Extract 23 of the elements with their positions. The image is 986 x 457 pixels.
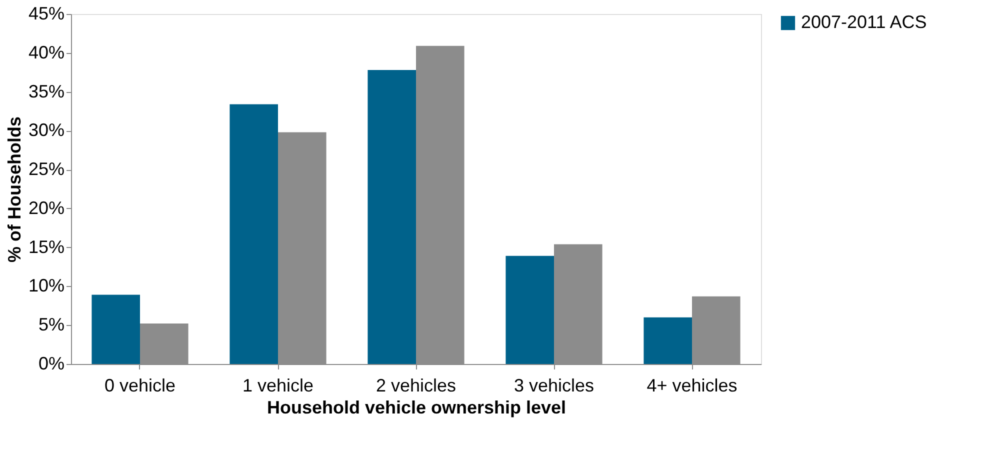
- bar: [92, 294, 140, 364]
- x-tick-label: 1 vehicle: [242, 376, 314, 396]
- legend-label: 2007-2011 ACS: [801, 12, 927, 32]
- x-tick-label: 3 vehicles: [514, 376, 594, 396]
- y-tick-label: 35%: [28, 81, 64, 102]
- y-tick-label: 0%: [38, 354, 64, 374]
- y-tick-label: 40%: [28, 42, 64, 62]
- y-tick-label: 30%: [28, 120, 64, 140]
- y-tick-label: 5%: [38, 314, 64, 335]
- y-tick-label: 10%: [28, 276, 64, 296]
- bar: [230, 104, 278, 364]
- y-tick-label: 45%: [28, 4, 64, 24]
- y-tick-label: 25%: [28, 159, 64, 180]
- x-tick-label: 0 vehicle: [104, 376, 176, 396]
- y-tick-label: 20%: [28, 198, 64, 218]
- y-tick-label: 15%: [28, 236, 64, 257]
- x-tick-label: 4+ vehicles: [646, 376, 738, 396]
- x-axis-title: Household vehicle ownership level: [266, 398, 566, 418]
- bar: [644, 317, 692, 364]
- bar: [506, 256, 554, 364]
- bar: [368, 70, 416, 364]
- y-axis-title: % of Households: [4, 116, 24, 263]
- x-tick-label: 2 vehicles: [376, 376, 456, 396]
